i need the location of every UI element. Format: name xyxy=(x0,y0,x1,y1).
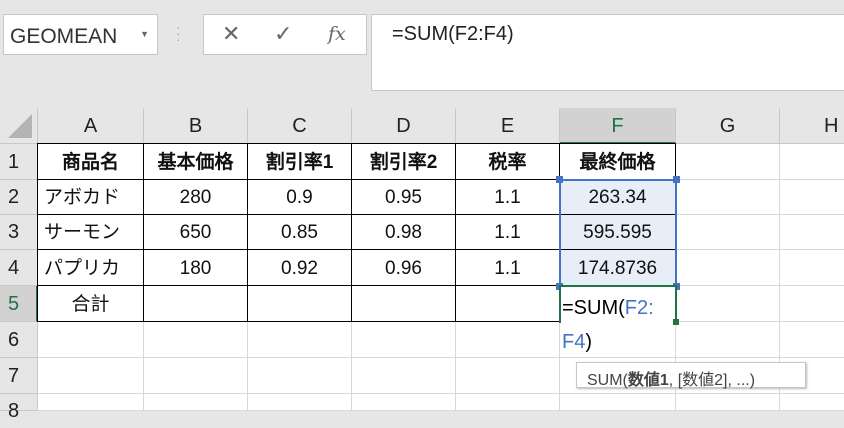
cell-c6[interactable] xyxy=(248,322,352,358)
column-header-f[interactable]: F xyxy=(560,108,676,144)
cell-g2[interactable] xyxy=(676,180,780,215)
cell-a7[interactable] xyxy=(38,358,144,394)
cell-a6[interactable] xyxy=(38,322,144,358)
cell-e2[interactable]: 1.1 xyxy=(455,179,560,215)
column-header-a[interactable]: A xyxy=(38,108,144,144)
column-header-h[interactable]: H xyxy=(780,108,844,144)
active-cell-editor[interactable]: =SUM(F2: F4) xyxy=(559,285,677,353)
cell-h4[interactable] xyxy=(780,250,844,286)
cell-c5[interactable] xyxy=(247,285,352,322)
resize-handle[interactable] xyxy=(556,176,563,183)
resize-handle[interactable] xyxy=(673,176,680,183)
row-header-2[interactable]: 2 xyxy=(0,180,38,215)
cell-h1[interactable] xyxy=(780,144,844,180)
cell-f8[interactable] xyxy=(560,394,676,411)
cancel-icon[interactable]: ✕ xyxy=(222,21,241,46)
cell-h7[interactable] xyxy=(780,358,844,394)
cell-e7[interactable] xyxy=(456,358,560,394)
formula-close: ) xyxy=(585,331,593,353)
name-box[interactable]: GEOMEAN ▼ xyxy=(3,14,158,55)
spreadsheet-grid[interactable]: A B C D E F G H 1 2 3 4 5 6 7 8 商品名 基本価格 割引率1 割引率2 税率 最終価格アボカ… xyxy=(0,108,844,422)
cell-e4[interactable]: 1.1 xyxy=(455,249,560,286)
range-ref-start: F2: xyxy=(624,297,654,319)
selection-range xyxy=(559,179,677,287)
function-tooltip: SUM(数値1, [数値2], ...) xyxy=(576,362,806,389)
cell-b6[interactable] xyxy=(144,322,248,358)
chevron-down-icon[interactable]: ▼ xyxy=(140,29,149,39)
cell-g1[interactable] xyxy=(676,144,780,180)
formula-input[interactable]: =SUM(F2:F4) xyxy=(371,14,844,91)
cell-f1[interactable]: 最終価格 xyxy=(559,143,676,180)
check-icon[interactable]: ✓ xyxy=(274,21,293,46)
cell-g8[interactable] xyxy=(676,394,780,411)
drag-handle-icon[interactable]: · · · xyxy=(176,19,181,47)
cell-a8[interactable] xyxy=(38,394,144,411)
name-box-value: GEOMEAN xyxy=(10,25,118,48)
cell-d3[interactable]: 0.98 xyxy=(351,214,456,250)
row-header-1[interactable]: 1 xyxy=(0,144,38,180)
column-header-e[interactable]: E xyxy=(456,108,560,144)
cell-g4[interactable] xyxy=(676,250,780,286)
cell-g3[interactable] xyxy=(676,215,780,250)
cell-h8[interactable] xyxy=(780,394,844,411)
formula-text: =SUM( xyxy=(562,297,625,319)
cell-b1[interactable]: 基本価格 xyxy=(143,143,248,180)
select-all-corner[interactable] xyxy=(0,108,38,144)
cell-c7[interactable] xyxy=(248,358,352,394)
fill-handle[interactable] xyxy=(673,319,679,325)
cell-d1[interactable]: 割引率2 xyxy=(351,143,456,180)
cell-e3[interactable]: 1.1 xyxy=(455,214,560,250)
cell-c8[interactable] xyxy=(248,394,352,411)
cell-d8[interactable] xyxy=(352,394,456,411)
cell-h3[interactable] xyxy=(780,215,844,250)
cell-d6[interactable] xyxy=(352,322,456,358)
cell-g6[interactable] xyxy=(676,322,780,358)
cell-h6[interactable] xyxy=(780,322,844,358)
cell-d5[interactable] xyxy=(351,285,456,322)
cell-c1[interactable]: 割引率1 xyxy=(247,143,352,180)
cell-d2[interactable]: 0.95 xyxy=(351,179,456,215)
fx-icon[interactable]: fx xyxy=(328,23,346,45)
tooltip-func: SUM( xyxy=(587,372,628,389)
cell-a3[interactable]: サーモン xyxy=(37,214,144,250)
column-header-c[interactable]: C xyxy=(248,108,352,144)
cell-b3[interactable]: 650 xyxy=(143,214,248,250)
tooltip-rest: , [数値2], ...) xyxy=(668,372,756,389)
row-header-6[interactable]: 6 xyxy=(0,322,38,358)
cell-b8[interactable] xyxy=(144,394,248,411)
cell-b2[interactable]: 280 xyxy=(143,179,248,215)
row-header-4[interactable]: 4 xyxy=(0,250,38,286)
column-header-d[interactable]: D xyxy=(352,108,456,144)
row-header-7[interactable]: 7 xyxy=(0,358,38,394)
row-header-8[interactable]: 8 xyxy=(0,394,38,422)
cell-a1[interactable]: 商品名 xyxy=(37,143,144,180)
cell-h5[interactable] xyxy=(780,286,844,322)
row-header-5[interactable]: 5 xyxy=(0,286,38,322)
cell-e8[interactable] xyxy=(456,394,560,411)
tooltip-arg1[interactable]: 数値1 xyxy=(627,372,669,389)
cell-c4[interactable]: 0.92 xyxy=(247,249,352,286)
cell-b4[interactable]: 180 xyxy=(143,249,248,286)
cell-f6[interactable] xyxy=(560,322,676,358)
cell-a5[interactable]: 合計 xyxy=(37,285,144,322)
formula-buttons: ✕ ✓ fx xyxy=(203,14,367,55)
cell-a2[interactable]: アボカド xyxy=(37,179,144,215)
cell-a4[interactable]: パプリカ xyxy=(37,249,144,286)
cell-e6[interactable] xyxy=(456,322,560,358)
cell-h2[interactable] xyxy=(780,180,844,215)
column-header-b[interactable]: B xyxy=(144,108,248,144)
cell-g5[interactable] xyxy=(676,286,780,322)
cell-d7[interactable] xyxy=(352,358,456,394)
cell-e1[interactable]: 税率 xyxy=(455,143,560,180)
column-header-g[interactable]: G xyxy=(676,108,780,144)
cell-b5[interactable] xyxy=(143,285,248,322)
cell-c3[interactable]: 0.85 xyxy=(247,214,352,250)
range-ref-end: F4 xyxy=(562,331,586,353)
cell-d4[interactable]: 0.96 xyxy=(351,249,456,286)
cell-c2[interactable]: 0.9 xyxy=(247,179,352,215)
row-header-3[interactable]: 3 xyxy=(0,215,38,250)
cell-b7[interactable] xyxy=(144,358,248,394)
cell-e5[interactable] xyxy=(455,285,560,322)
